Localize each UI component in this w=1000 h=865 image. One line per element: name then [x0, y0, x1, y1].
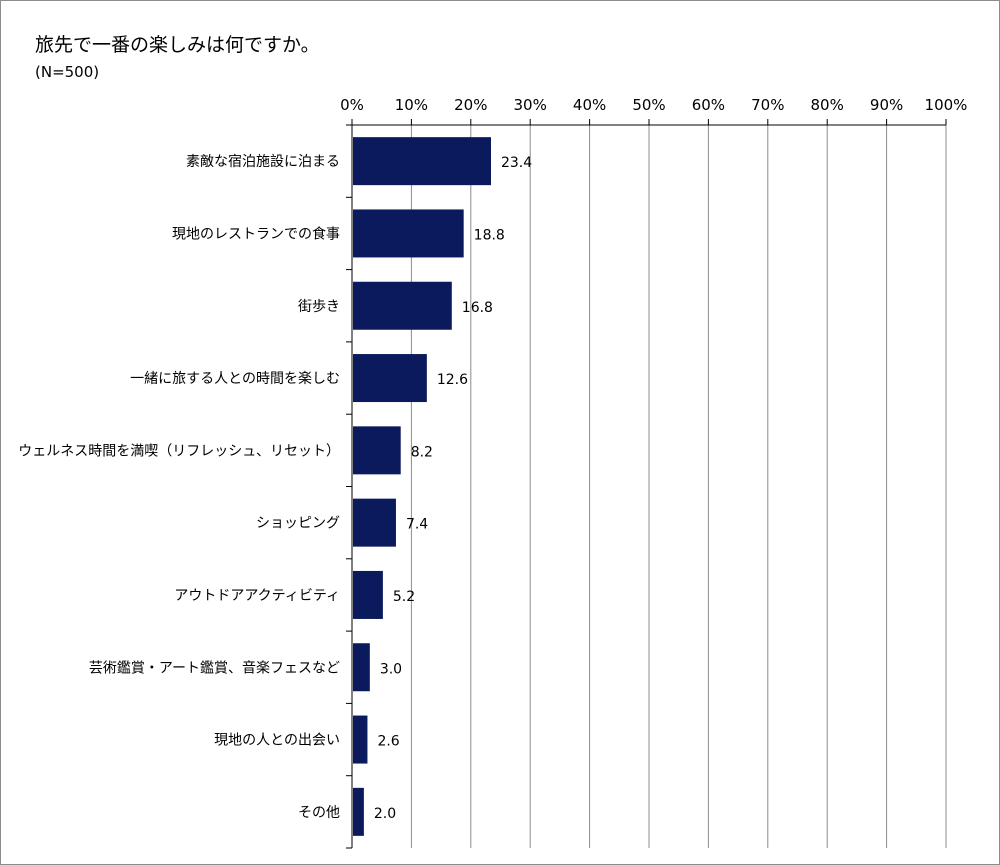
value-label-5: 7.4 — [406, 517, 428, 533]
bar-9 — [353, 787, 364, 836]
x-tick-label-3: 30% — [514, 96, 547, 114]
category-label-2: 街歩き — [298, 299, 340, 315]
bar-3 — [353, 354, 427, 403]
x-tick-label-0: 0% — [340, 96, 364, 114]
value-label-4: 8.2 — [411, 444, 433, 460]
category-label-8: 現地の人との出会い — [214, 733, 340, 749]
bar-6 — [353, 570, 383, 619]
category-label-5: ショッピング — [256, 516, 340, 532]
category-label-0: 素敵な宿泊施設に泊まる — [186, 153, 340, 170]
bar-7 — [353, 643, 370, 692]
category-label-7: 芸術鑑賞・アート鑑賞、音楽フェスなど — [89, 659, 340, 676]
value-label-9: 2.0 — [374, 806, 396, 822]
x-tick-label-10: 100% — [925, 96, 968, 114]
x-tick-label-7: 70% — [751, 96, 784, 114]
value-label-8: 2.6 — [377, 734, 399, 750]
x-tick-label-1: 10% — [395, 96, 428, 114]
x-tick-label-2: 20% — [454, 96, 487, 114]
value-label-1: 18.8 — [474, 227, 505, 243]
x-tick-label-4: 40% — [573, 96, 606, 114]
x-tick-label-8: 80% — [811, 96, 844, 114]
value-label-3: 12.6 — [437, 372, 468, 388]
bar-4 — [353, 426, 401, 475]
category-label-3: 一緒に旅する人との時間を楽しむ — [130, 371, 340, 387]
x-tick-label-5: 50% — [632, 96, 665, 114]
bar-1 — [353, 209, 464, 258]
value-label-6: 5.2 — [393, 589, 415, 605]
bar-5 — [353, 498, 396, 547]
x-tick-label-6: 60% — [692, 96, 725, 114]
category-label-4: ウェルネス時間を満喫（リフレッシュ、リセット） — [18, 443, 340, 459]
bar-0 — [353, 137, 491, 186]
bar-2 — [353, 281, 452, 330]
category-label-6: アウトドアアクティビティ — [174, 588, 340, 604]
value-label-2: 16.8 — [462, 300, 493, 316]
value-label-7: 3.0 — [380, 661, 402, 677]
category-label-1: 現地のレストランでの食事 — [172, 225, 340, 242]
chart-subtitle: (N=500) — [35, 63, 100, 81]
chart-title: 旅先で一番の楽しみは何ですか。 — [35, 34, 320, 56]
value-label-0: 23.4 — [501, 155, 532, 171]
category-label-9: その他 — [298, 805, 340, 821]
x-tick-label-9: 90% — [870, 96, 903, 114]
bar-8 — [353, 715, 368, 764]
